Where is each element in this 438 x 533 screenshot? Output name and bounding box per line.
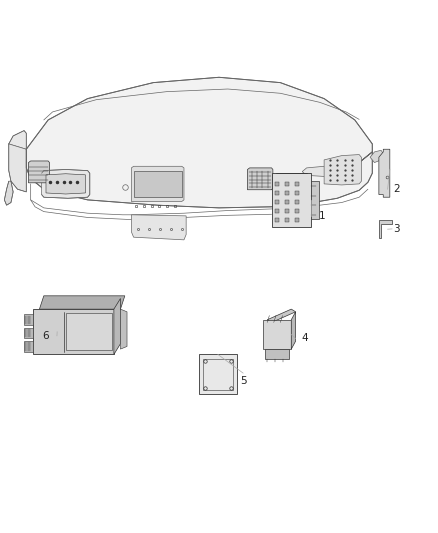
Text: 1: 1 <box>318 211 325 221</box>
Polygon shape <box>247 168 273 190</box>
Polygon shape <box>379 220 392 238</box>
Text: 5: 5 <box>240 376 247 386</box>
Polygon shape <box>9 144 26 192</box>
Polygon shape <box>263 320 291 349</box>
Polygon shape <box>24 328 33 338</box>
Polygon shape <box>134 171 182 197</box>
Polygon shape <box>311 181 319 219</box>
Text: 6: 6 <box>42 331 49 341</box>
Polygon shape <box>120 309 127 349</box>
Text: 2: 2 <box>393 184 400 194</box>
Polygon shape <box>9 131 26 149</box>
Polygon shape <box>199 354 237 394</box>
Polygon shape <box>324 155 361 185</box>
Polygon shape <box>272 173 311 227</box>
Polygon shape <box>66 313 112 350</box>
Text: 3: 3 <box>393 224 400 234</box>
Polygon shape <box>291 312 296 349</box>
Polygon shape <box>131 166 184 201</box>
Polygon shape <box>379 149 390 197</box>
Polygon shape <box>39 296 125 309</box>
Text: 4: 4 <box>301 334 308 343</box>
Polygon shape <box>33 309 114 354</box>
Polygon shape <box>26 77 372 208</box>
Polygon shape <box>24 314 33 325</box>
Polygon shape <box>131 215 186 240</box>
Polygon shape <box>4 181 13 205</box>
Polygon shape <box>28 161 49 183</box>
Polygon shape <box>46 174 85 194</box>
Polygon shape <box>370 150 383 163</box>
Polygon shape <box>42 169 90 198</box>
Polygon shape <box>114 298 120 354</box>
Polygon shape <box>265 349 289 359</box>
Polygon shape <box>267 309 296 322</box>
Polygon shape <box>302 166 337 176</box>
Polygon shape <box>24 341 33 352</box>
